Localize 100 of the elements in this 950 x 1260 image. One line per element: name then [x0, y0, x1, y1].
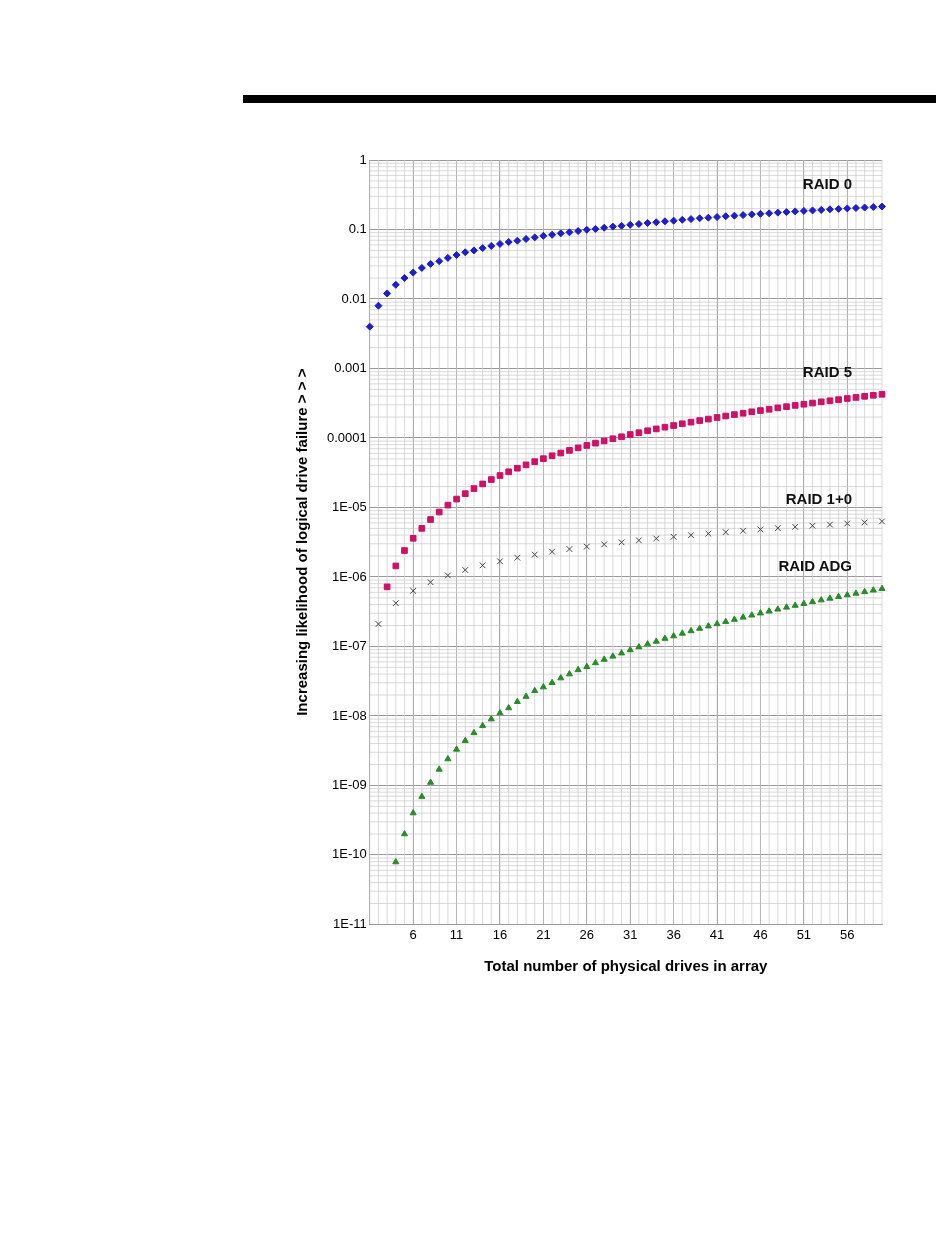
point — [808, 206, 817, 215]
x-tick-label: 56 — [840, 926, 855, 942]
point — [479, 561, 486, 569]
point — [540, 455, 547, 462]
point — [861, 587, 869, 595]
point — [748, 611, 756, 618]
point — [418, 792, 426, 799]
point — [444, 501, 452, 509]
y-tick-label: 1E-05 — [332, 499, 367, 515]
point — [773, 208, 782, 217]
point — [391, 280, 400, 289]
point — [487, 715, 495, 722]
point — [522, 461, 530, 469]
point — [687, 531, 695, 539]
point — [435, 508, 443, 516]
point — [878, 390, 886, 398]
y-tick-label: 1E-08 — [332, 707, 367, 723]
point — [661, 634, 669, 641]
point — [409, 534, 417, 542]
point — [374, 301, 383, 310]
point — [626, 431, 634, 438]
point — [861, 519, 868, 526]
y-tick-label: 1E-06 — [332, 568, 367, 584]
point — [843, 520, 851, 527]
point — [809, 399, 816, 407]
point — [826, 397, 834, 405]
series-label: RAID 0 — [802, 175, 852, 193]
point — [696, 624, 704, 631]
point — [644, 427, 651, 435]
point — [505, 704, 513, 711]
point — [409, 268, 418, 277]
point — [531, 686, 539, 694]
point — [878, 518, 886, 525]
x-tick-label: 16 — [492, 926, 508, 942]
point — [652, 637, 660, 644]
point — [427, 578, 434, 586]
point — [600, 437, 608, 445]
point — [617, 221, 626, 230]
y-tick-label: 1 — [359, 151, 367, 167]
point — [453, 745, 461, 752]
point — [791, 402, 799, 409]
x-tick-label: 36 — [666, 926, 681, 942]
point — [704, 622, 712, 629]
point — [600, 541, 608, 548]
point — [678, 629, 686, 636]
point — [757, 526, 764, 533]
point — [435, 765, 443, 772]
point — [618, 649, 626, 656]
y-tick-label: 0.1 — [348, 221, 367, 237]
point — [643, 219, 652, 227]
point — [678, 420, 686, 428]
point — [444, 755, 452, 762]
point — [765, 607, 773, 614]
point — [834, 204, 843, 213]
point — [861, 393, 868, 400]
point — [739, 613, 747, 620]
x-tick-label: 41 — [709, 926, 725, 942]
point — [383, 583, 391, 591]
series-label: RAID 5 — [802, 362, 852, 380]
point — [556, 229, 565, 238]
point — [392, 599, 400, 607]
y-tick-label: 0.0001 — [327, 429, 367, 445]
point — [522, 692, 530, 699]
point — [504, 238, 513, 247]
point — [652, 535, 660, 542]
point — [496, 709, 504, 716]
y-tick-label: 1E-07 — [332, 638, 367, 654]
point — [609, 435, 617, 443]
point — [835, 592, 843, 599]
point — [817, 596, 825, 603]
point — [469, 246, 478, 255]
point — [730, 211, 739, 220]
y-tick-label: 0.001 — [334, 360, 367, 376]
point — [843, 591, 851, 598]
point — [705, 530, 712, 537]
point — [765, 405, 773, 413]
point — [565, 670, 573, 677]
point — [574, 227, 583, 236]
point — [539, 683, 547, 690]
point — [461, 490, 469, 497]
point — [600, 655, 608, 662]
point — [791, 523, 799, 531]
point — [618, 433, 625, 441]
point — [878, 584, 886, 591]
point — [687, 215, 695, 224]
point — [661, 423, 669, 431]
point — [635, 537, 643, 544]
point — [375, 620, 382, 628]
point — [383, 289, 392, 298]
point — [401, 547, 408, 554]
point — [791, 601, 799, 608]
point — [530, 233, 539, 242]
x-tick-label: 51 — [796, 926, 812, 942]
point — [774, 404, 782, 412]
point — [548, 452, 556, 460]
point — [860, 203, 869, 212]
point — [852, 589, 860, 596]
y-tick-label: 1E-09 — [332, 777, 367, 792]
point — [583, 543, 591, 550]
y-tick-label: 1E-11 — [333, 915, 367, 931]
